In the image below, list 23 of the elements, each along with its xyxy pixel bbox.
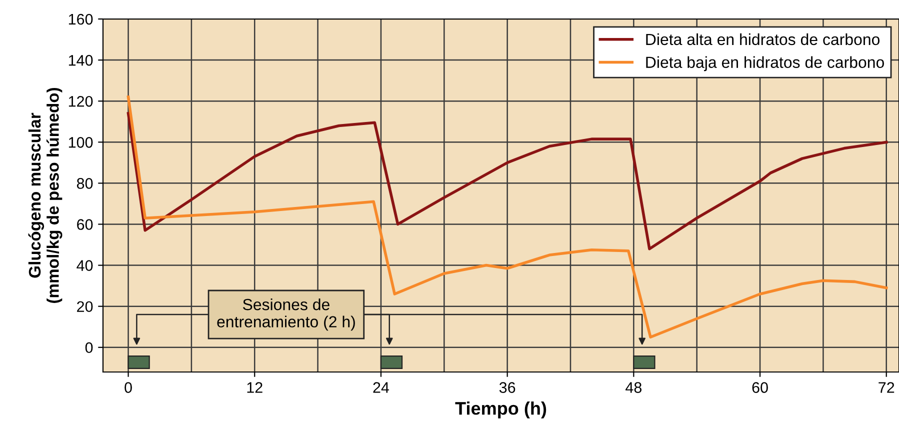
- y-tick-label: 160: [68, 14, 93, 25]
- line-series: [126, 112, 888, 250]
- y-tick-label: 40: [76, 260, 93, 271]
- x-tick-label: 60: [752, 382, 768, 393]
- y-tick-label: 60: [77, 219, 93, 230]
- y-tick-label: 140: [68, 54, 93, 66]
- x-tick-label: 48: [626, 382, 642, 393]
- annotation: Sesiones de entrenamiento (2 h): [217, 298, 355, 331]
- x-tick-label: 36: [499, 382, 516, 393]
- line-series: [126, 96, 888, 338]
- y-tick-label: 80: [76, 178, 93, 189]
- x-tick-label: 0: [124, 382, 132, 393]
- legend-label: Dieta baja en hidratos de carbono: [646, 56, 884, 72]
- y-tick-label: 20: [77, 301, 93, 312]
- x-tick-label: 24: [373, 382, 390, 393]
- x-tick-label: 12: [247, 382, 262, 393]
- x-tick-label: 72: [878, 382, 894, 393]
- y-tick-label: 100: [68, 137, 93, 148]
- x-axis-title: Tiempo (h): [455, 402, 546, 418]
- y-tick-label: 120: [68, 96, 93, 107]
- legend-label: Dieta alta en hidratos de carbono: [646, 33, 880, 46]
- y-tick-label: 0: [85, 342, 93, 354]
- y-axis-title: Glucógeno muscular (mmol/kg de peso húmedo): [28, 88, 62, 304]
